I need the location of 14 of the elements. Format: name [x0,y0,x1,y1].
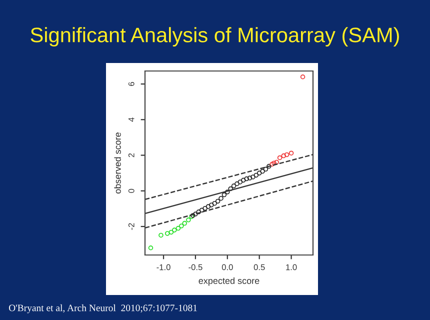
y-axis-title: observed score [114,132,121,194]
x-tick-label: -1.0 [156,264,170,270]
y-tick-label: 2 [128,153,134,158]
x-tick-label: 1.0 [286,264,297,270]
y-tick-label: 6 [128,82,134,86]
y-tick-label: -2 [128,223,134,230]
x-tick-label: 0.5 [254,264,265,270]
x-axis-title: expected score [198,277,260,286]
x-tick-label: -0.5 [188,264,202,270]
x-tick-label: 0.0 [222,264,233,270]
chart-title: Significant Analysis of Microarray (SAM) [30,27,399,47]
y-tick-label: 4 [128,118,134,122]
y-tick-label: 0 [128,188,134,193]
text: O'Bryant et al, Arch Neurol 2010;67:1077-1081 [9,304,197,314]
